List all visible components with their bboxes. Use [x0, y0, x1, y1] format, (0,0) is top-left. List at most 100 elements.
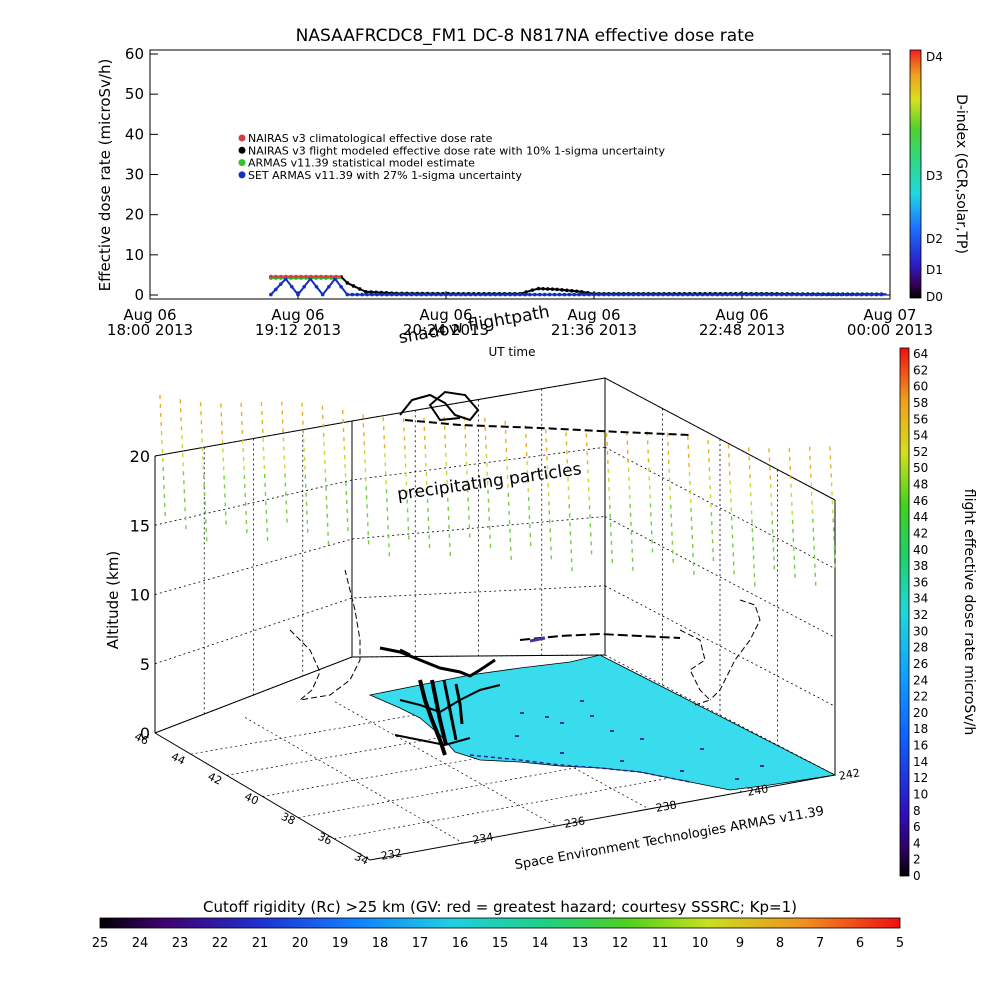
- series-point: [740, 292, 744, 297]
- top-x-tick-time: 19:12 2013: [255, 321, 341, 339]
- series-point: [710, 292, 715, 297]
- surface-dose-mark: [735, 778, 739, 780]
- rigidity-tick-label: 13: [572, 936, 589, 951]
- series-point: [579, 289, 584, 294]
- series-point: [859, 292, 864, 297]
- series-point: [488, 292, 493, 297]
- series-point: [269, 274, 273, 279]
- series-point: [419, 292, 424, 297]
- series-point: [720, 292, 725, 297]
- top-x-tick-time: 20:24 2013: [403, 321, 489, 339]
- shadow-flightpath: [289, 390, 761, 706]
- series-point: [302, 284, 306, 289]
- series-point: [567, 292, 572, 297]
- dose-tick-label: 6: [913, 820, 921, 834]
- series-point: [279, 274, 283, 279]
- series-point: [621, 292, 626, 297]
- top-y-tick-label: 40: [125, 125, 144, 143]
- dose-tick-label: 12: [913, 771, 928, 785]
- altitude-grid: [154, 377, 836, 776]
- rigidity-tick-label: 15: [492, 936, 509, 951]
- longitude-tick-label: 242: [838, 766, 861, 782]
- series-point: [385, 292, 389, 297]
- series-point: [394, 292, 399, 297]
- series-point: [380, 292, 384, 297]
- series-point: [587, 292, 591, 297]
- altitude-tick-label: 10: [130, 586, 150, 605]
- series-point: [695, 292, 700, 297]
- series-point: [700, 292, 705, 297]
- top-x-tick-date: Aug 06: [123, 306, 176, 324]
- top-y-tick-label: 10: [125, 246, 144, 264]
- dose-tick-label: 32: [913, 608, 928, 622]
- altitude-tick-label: 0: [140, 724, 150, 743]
- altitude-grid-line: [154, 446, 606, 526]
- top-x-tick-date: Aug 06: [271, 306, 324, 324]
- rigidity-tick-label: 19: [332, 936, 349, 951]
- series-point: [523, 292, 527, 297]
- series-point: [774, 292, 779, 297]
- dose-tick-label: 56: [913, 412, 928, 426]
- series-point: [345, 281, 350, 285]
- series-point: [715, 292, 720, 297]
- series-point: [636, 292, 641, 297]
- dindex-tick-label: D4: [926, 50, 943, 64]
- series-point: [809, 292, 814, 297]
- surface-dose-mark: [680, 770, 684, 772]
- series-point: [779, 292, 784, 297]
- dose-tick-label: 42: [913, 526, 928, 540]
- series-point: [834, 292, 839, 297]
- rigidity-title: Cutoff rigidity (Rc) >25 km (GV: red = g…: [203, 898, 797, 916]
- series-point: [530, 288, 535, 292]
- rigidity-tick-label: 5: [896, 936, 904, 951]
- series-point: [735, 292, 739, 297]
- series-point: [454, 292, 458, 297]
- series-point: [370, 292, 374, 297]
- top-x-tick-date: Aug 06: [419, 306, 472, 324]
- altitude-grid-line: [154, 377, 606, 457]
- dose-tick-label: 54: [913, 429, 928, 443]
- top-x-tick-time: 22:48 2013: [699, 321, 785, 339]
- rigidity-tick-label: 7: [816, 936, 824, 951]
- longitude-tick-label: 232: [380, 846, 403, 862]
- series-point: [339, 284, 343, 289]
- altitude-axis-label: Altitude (km): [104, 551, 122, 649]
- series-point: [498, 292, 503, 297]
- surface-dose-mark: [590, 715, 594, 717]
- rigidity-tick-label: 24: [132, 936, 149, 951]
- longitude-tick-label: 240: [746, 782, 769, 798]
- rigidity-ticks: 25 24 23 22 21 20 19 18 17 16 15 14 13 12 11 10 9 8 7 6 5: [92, 936, 904, 951]
- base-front-edges: [154, 732, 836, 861]
- series-point: [429, 292, 434, 297]
- series-point: [839, 292, 844, 297]
- dose-tick-label: 60: [913, 380, 928, 394]
- series-point: [626, 292, 631, 297]
- series-point: [473, 292, 478, 297]
- series-point: [661, 292, 665, 297]
- legend-label: SET ARMAS v11.39 with 27% 1-sigma uncert…: [248, 169, 522, 182]
- surface-dose-mark: [580, 700, 584, 702]
- series-point: [334, 274, 338, 279]
- precipitating-particles: [159, 395, 836, 587]
- altitude-tick-label: 15: [130, 516, 150, 535]
- series-point: [730, 292, 734, 297]
- rigidity-colorbar: [99, 917, 901, 929]
- series-point: [750, 292, 754, 297]
- surface-dose-mark: [620, 760, 624, 762]
- series-point: [536, 286, 541, 291]
- rigidity-tick-label: 16: [452, 936, 469, 951]
- series-point: [681, 292, 685, 297]
- series-point: [533, 292, 537, 297]
- series-point: [324, 274, 328, 279]
- latitude-tick-label: 46: [132, 730, 150, 748]
- series-point: [537, 292, 542, 297]
- series-point: [562, 292, 567, 297]
- dose-tick-label: 36: [913, 575, 928, 589]
- series-point: [646, 292, 651, 297]
- series-point: [284, 274, 288, 279]
- top-x-tick-time: 21:36 2013: [551, 321, 637, 339]
- top-y-axis: 0 10 20 30 40 50 60: [125, 45, 890, 304]
- series-point: [449, 292, 453, 297]
